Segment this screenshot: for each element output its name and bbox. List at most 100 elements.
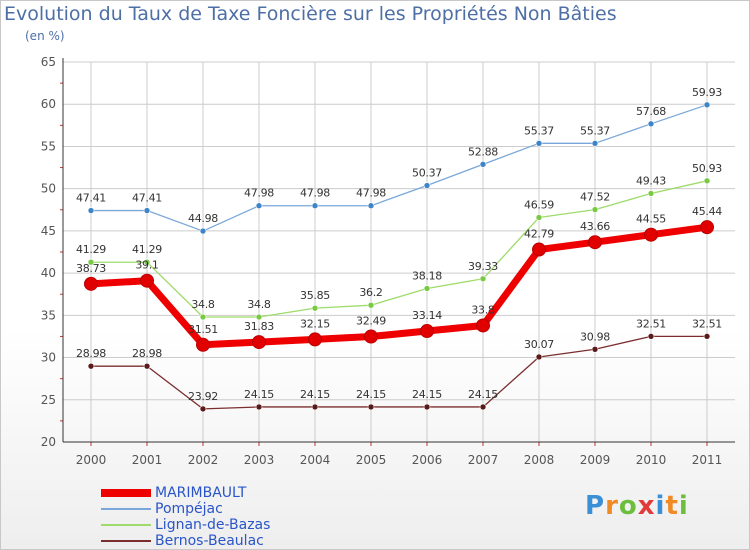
- data-label-lignan-de-bazas: 34.8: [191, 298, 215, 311]
- logo-letter: r: [605, 491, 619, 521]
- series-line-marimbault: [87, 223, 711, 349]
- legend-swatch: [101, 524, 151, 526]
- data-point-marimbault: [252, 335, 266, 350]
- data-label-lignan-de-bazas: 39.33: [468, 260, 498, 273]
- data-label-bernos-beaulac: 24.15: [244, 388, 274, 401]
- data-label-pompejac: 55.37: [524, 124, 554, 137]
- data-label-marimbault: 43.66: [580, 220, 610, 233]
- data-point-pompejac: [87, 207, 95, 214]
- data-label-lignan-de-bazas: 36.2: [359, 286, 382, 299]
- data-label-lignan-de-bazas: 41.29: [132, 243, 162, 256]
- data-point-bernos-beaulac: [423, 403, 431, 411]
- data-label-lignan-de-bazas: 34.8: [247, 298, 271, 311]
- data-point-bernos-beaulac: [199, 405, 207, 413]
- data-point-marimbault: [532, 242, 546, 257]
- data-point-lignan-de-bazas: [87, 258, 95, 266]
- legend-item: MARIMBAULT: [101, 485, 270, 501]
- data-point-marimbault: [644, 227, 658, 242]
- data-label-pompejac: 44.98: [188, 212, 218, 225]
- data-label-bernos-beaulac: 24.15: [412, 388, 442, 401]
- data-point-bernos-beaulac: [87, 362, 95, 370]
- y-tick-label: 50: [41, 182, 56, 196]
- data-point-marimbault: [420, 324, 434, 339]
- x-tick-label: 2011: [692, 453, 723, 467]
- data-label-pompejac: 47.98: [356, 187, 386, 200]
- legend-item: Lignan-de-Bazas: [101, 517, 270, 533]
- data-label-lignan-de-bazas: 35.85: [300, 289, 330, 302]
- x-tick-label: 2005: [356, 453, 387, 467]
- data-point-bernos-beaulac: [647, 333, 655, 340]
- data-point-bernos-beaulac: [255, 403, 263, 411]
- x-tick-label: 2008: [524, 453, 555, 467]
- data-point-bernos-beaulac: [535, 353, 543, 361]
- data-point-pompejac: [311, 202, 319, 210]
- chart-title: Evolution du Taux de Taxe Foncière sur l…: [4, 3, 617, 25]
- legend-item: Pompéjac: [101, 501, 270, 517]
- logo-letter: i: [655, 491, 666, 521]
- data-point-lignan-de-bazas: [591, 206, 599, 213]
- x-tick-label: 2006: [412, 453, 443, 467]
- data-label-bernos-beaulac: 24.15: [468, 388, 498, 401]
- data-label-lignan-de-bazas: 38.18: [412, 269, 442, 282]
- data-point-lignan-de-bazas: [199, 313, 207, 321]
- data-point-lignan-de-bazas: [535, 214, 543, 221]
- data-label-lignan-de-bazas: 47.52: [580, 191, 610, 204]
- data-point-marimbault: [196, 337, 210, 352]
- data-point-lignan-de-bazas: [703, 177, 711, 185]
- data-label-pompejac: 50.37: [412, 167, 442, 180]
- data-label-marimbault: 44.55: [636, 213, 666, 226]
- y-tick-label: 60: [41, 97, 56, 111]
- data-point-bernos-beaulac: [703, 333, 711, 340]
- data-label-bernos-beaulac: 24.15: [300, 388, 330, 401]
- x-tick-label: 2004: [300, 453, 331, 467]
- data-point-lignan-de-bazas: [479, 275, 487, 283]
- data-point-pompejac: [647, 120, 655, 128]
- data-point-bernos-beaulac: [143, 362, 151, 370]
- y-tick-label: 65: [41, 55, 56, 69]
- data-label-pompejac: 47.41: [132, 192, 162, 205]
- y-tick-label: 35: [41, 308, 56, 322]
- logo-letter: i: [678, 491, 689, 521]
- data-label-bernos-beaulac: 30.07: [524, 338, 554, 351]
- series-line-lignan-de-bazas: [90, 180, 708, 318]
- data-label-pompejac: 59.93: [692, 86, 722, 99]
- data-label-marimbault: 38.73: [76, 262, 106, 275]
- data-label-bernos-beaulac: 28.98: [132, 347, 162, 360]
- data-point-pompejac: [535, 140, 543, 147]
- data-label-bernos-beaulac: 28.98: [76, 347, 106, 360]
- data-label-lignan-de-bazas: 46.59: [524, 198, 554, 211]
- data-label-bernos-beaulac: 24.15: [356, 388, 386, 401]
- legend: MARIMBAULT Pompéjac Lignan-de-Bazas Bernos-…: [101, 485, 270, 549]
- data-label-marimbault: 31.83: [244, 320, 274, 333]
- data-label-marimbault: 39.1: [135, 259, 158, 272]
- x-tick-label: 2000: [76, 453, 107, 467]
- data-point-lignan-de-bazas: [647, 190, 655, 197]
- data-label-marimbault: 31.51: [188, 323, 218, 336]
- data-label-pompejac: 47.41: [76, 192, 106, 205]
- x-tick-label: 2009: [580, 453, 611, 467]
- data-point-marimbault: [84, 276, 98, 291]
- data-label-bernos-beaulac: 30.98: [580, 330, 610, 343]
- x-tick-label: 2007: [468, 453, 499, 467]
- logo-letter: P: [585, 491, 606, 521]
- x-tick-label: 2010: [636, 453, 667, 467]
- data-point-lignan-de-bazas: [255, 313, 263, 321]
- legend-item: Bernos-Beaulac: [101, 533, 270, 549]
- data-label-lignan-de-bazas: 50.93: [692, 162, 722, 175]
- y-tick-label: 20: [41, 435, 56, 449]
- data-label-pompejac: 57.68: [636, 105, 666, 118]
- x-tick-label: 2003: [244, 453, 275, 467]
- data-point-pompejac: [199, 227, 207, 235]
- y-tick-label: 45: [41, 224, 56, 238]
- legend-label: Bernos-Beaulac: [155, 533, 264, 549]
- data-label-lignan-de-bazas: 49.43: [636, 174, 666, 187]
- data-point-bernos-beaulac: [311, 403, 319, 411]
- proxiti-logo: Proxiti: [585, 491, 689, 521]
- data-point-pompejac: [479, 161, 487, 168]
- data-point-bernos-beaulac: [479, 403, 487, 411]
- data-point-pompejac: [255, 202, 263, 210]
- data-point-marimbault: [140, 273, 154, 288]
- logo-letter: t: [665, 491, 679, 521]
- legend-label: Lignan-de-Bazas: [155, 517, 271, 533]
- y-tick-label: 30: [41, 351, 56, 365]
